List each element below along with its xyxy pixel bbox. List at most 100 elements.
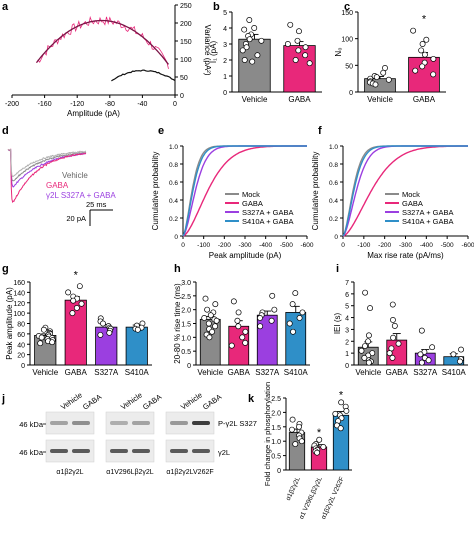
lane-label: GABA <box>81 392 103 411</box>
y-tick-label: 0.4 <box>329 198 338 205</box>
y-tick-label: 6 <box>345 292 349 299</box>
y-tick-label: 120 <box>13 301 25 308</box>
y-tick-label: 1.5 <box>271 425 281 432</box>
blot-panel-phospho <box>45 411 95 435</box>
data-point <box>382 65 388 71</box>
y-tick-label: 50 <box>345 63 353 70</box>
data-point <box>292 441 299 448</box>
panel-letter-i: i <box>336 263 339 275</box>
y-tick-label: 3 <box>223 42 227 49</box>
y-tick-label: 200 <box>180 21 192 28</box>
data-point <box>204 306 211 313</box>
category-label: GABA <box>288 95 311 104</box>
group-label: α1V296Lβ2γ2L <box>106 469 153 476</box>
data-point <box>106 329 113 336</box>
y-tick-label: 100 <box>341 37 353 44</box>
data-point <box>288 426 295 433</box>
data-point <box>419 41 426 47</box>
panel-letter-k: k <box>248 393 255 405</box>
y-tick-label: 3.0 <box>181 280 191 287</box>
data-point <box>316 436 323 443</box>
data-point <box>391 322 398 329</box>
data-point <box>299 309 306 316</box>
data-point <box>38 334 45 341</box>
data-point <box>249 58 256 65</box>
y-tick-label: 4 <box>345 316 349 323</box>
data-point <box>343 408 350 414</box>
data-point <box>292 57 299 63</box>
y-tick-label: 0.8 <box>329 162 338 169</box>
blot-band-total <box>192 449 210 453</box>
x-tick-label: -500 <box>280 242 293 249</box>
blot-panel-phospho <box>105 411 155 435</box>
blot-band-total <box>50 449 68 453</box>
y-tick-label: 2 <box>345 339 349 346</box>
category-label: GABA <box>386 368 409 377</box>
data-point <box>385 76 392 83</box>
data-point <box>212 301 219 308</box>
panel-letter-a: a <box>2 1 9 13</box>
data-point <box>418 327 425 334</box>
y-axis-label: N₀ <box>334 47 343 56</box>
data-point <box>70 297 77 304</box>
data-point <box>239 334 246 341</box>
category-label: S410A <box>284 368 309 377</box>
data-point <box>358 347 365 354</box>
y-axis-label: Peak amplitude (pA) <box>5 287 14 360</box>
y-tick-label: 100 <box>180 57 192 64</box>
data-point <box>235 309 242 316</box>
panel-letter-d: d <box>2 125 9 137</box>
data-point <box>242 339 249 346</box>
data-point <box>201 315 208 321</box>
data-point <box>241 26 248 33</box>
data-point <box>239 47 246 54</box>
data-point <box>367 305 373 312</box>
x-axis-label: Amplitude (pA) <box>67 109 120 118</box>
data-point <box>425 357 432 364</box>
data-point <box>78 300 85 307</box>
y-tick-label: 0.2 <box>329 216 338 223</box>
data-point <box>362 289 369 296</box>
data-point <box>209 328 216 335</box>
blot-band-total <box>72 449 90 453</box>
y-axis-label: Cumulative probability <box>151 152 160 231</box>
blot-band-phospho <box>72 421 90 425</box>
data-point <box>269 292 276 299</box>
variance-trace-vehicle <box>111 69 176 82</box>
data-point <box>337 425 344 432</box>
data-point <box>389 301 396 308</box>
data-point <box>251 25 258 31</box>
band-label-phospho: P-γ2L S327 <box>218 419 257 428</box>
lane-label: GABA <box>141 392 163 411</box>
data-point <box>450 351 457 358</box>
y-tick-label: 0 <box>345 363 349 370</box>
current-trace-vehicle <box>7 149 87 182</box>
blot-band-total <box>170 449 188 453</box>
blot-panel-total <box>165 439 215 463</box>
y-axis-label: Variance (pA²) <box>203 25 212 76</box>
data-point <box>257 315 263 321</box>
x-axis-label: Peak amplitude (pA) <box>209 251 282 260</box>
panel-letter-h: h <box>174 263 181 275</box>
variance-trace-gaba <box>36 15 169 69</box>
category-label: S410A <box>125 368 150 377</box>
y-tick-label: 140 <box>13 290 25 297</box>
legend-label-s327a: S327A + GABA <box>242 208 294 217</box>
data-point <box>430 71 437 78</box>
x-tick-label: -160 <box>38 101 52 108</box>
group-label: α1β2γ2L <box>56 469 83 476</box>
category-label: Vehicle <box>367 95 393 104</box>
y-tick-label: 2.5 <box>181 294 191 301</box>
x-tick-label: -500 <box>441 242 454 249</box>
data-point <box>271 306 278 313</box>
data-point <box>410 27 417 34</box>
blot-band-phospho <box>170 421 188 425</box>
y-axis-label: 20-80 % rise time (ms) <box>173 283 182 364</box>
y-tick-label: 1.0 <box>181 335 191 342</box>
data-point <box>365 332 372 339</box>
category-label: S327A <box>94 368 119 377</box>
y-tick-label: 4 <box>223 26 227 33</box>
y-tick-label: 0.4 <box>169 198 178 205</box>
category-label: α1 V296Lβ2γ2L <box>298 476 324 521</box>
